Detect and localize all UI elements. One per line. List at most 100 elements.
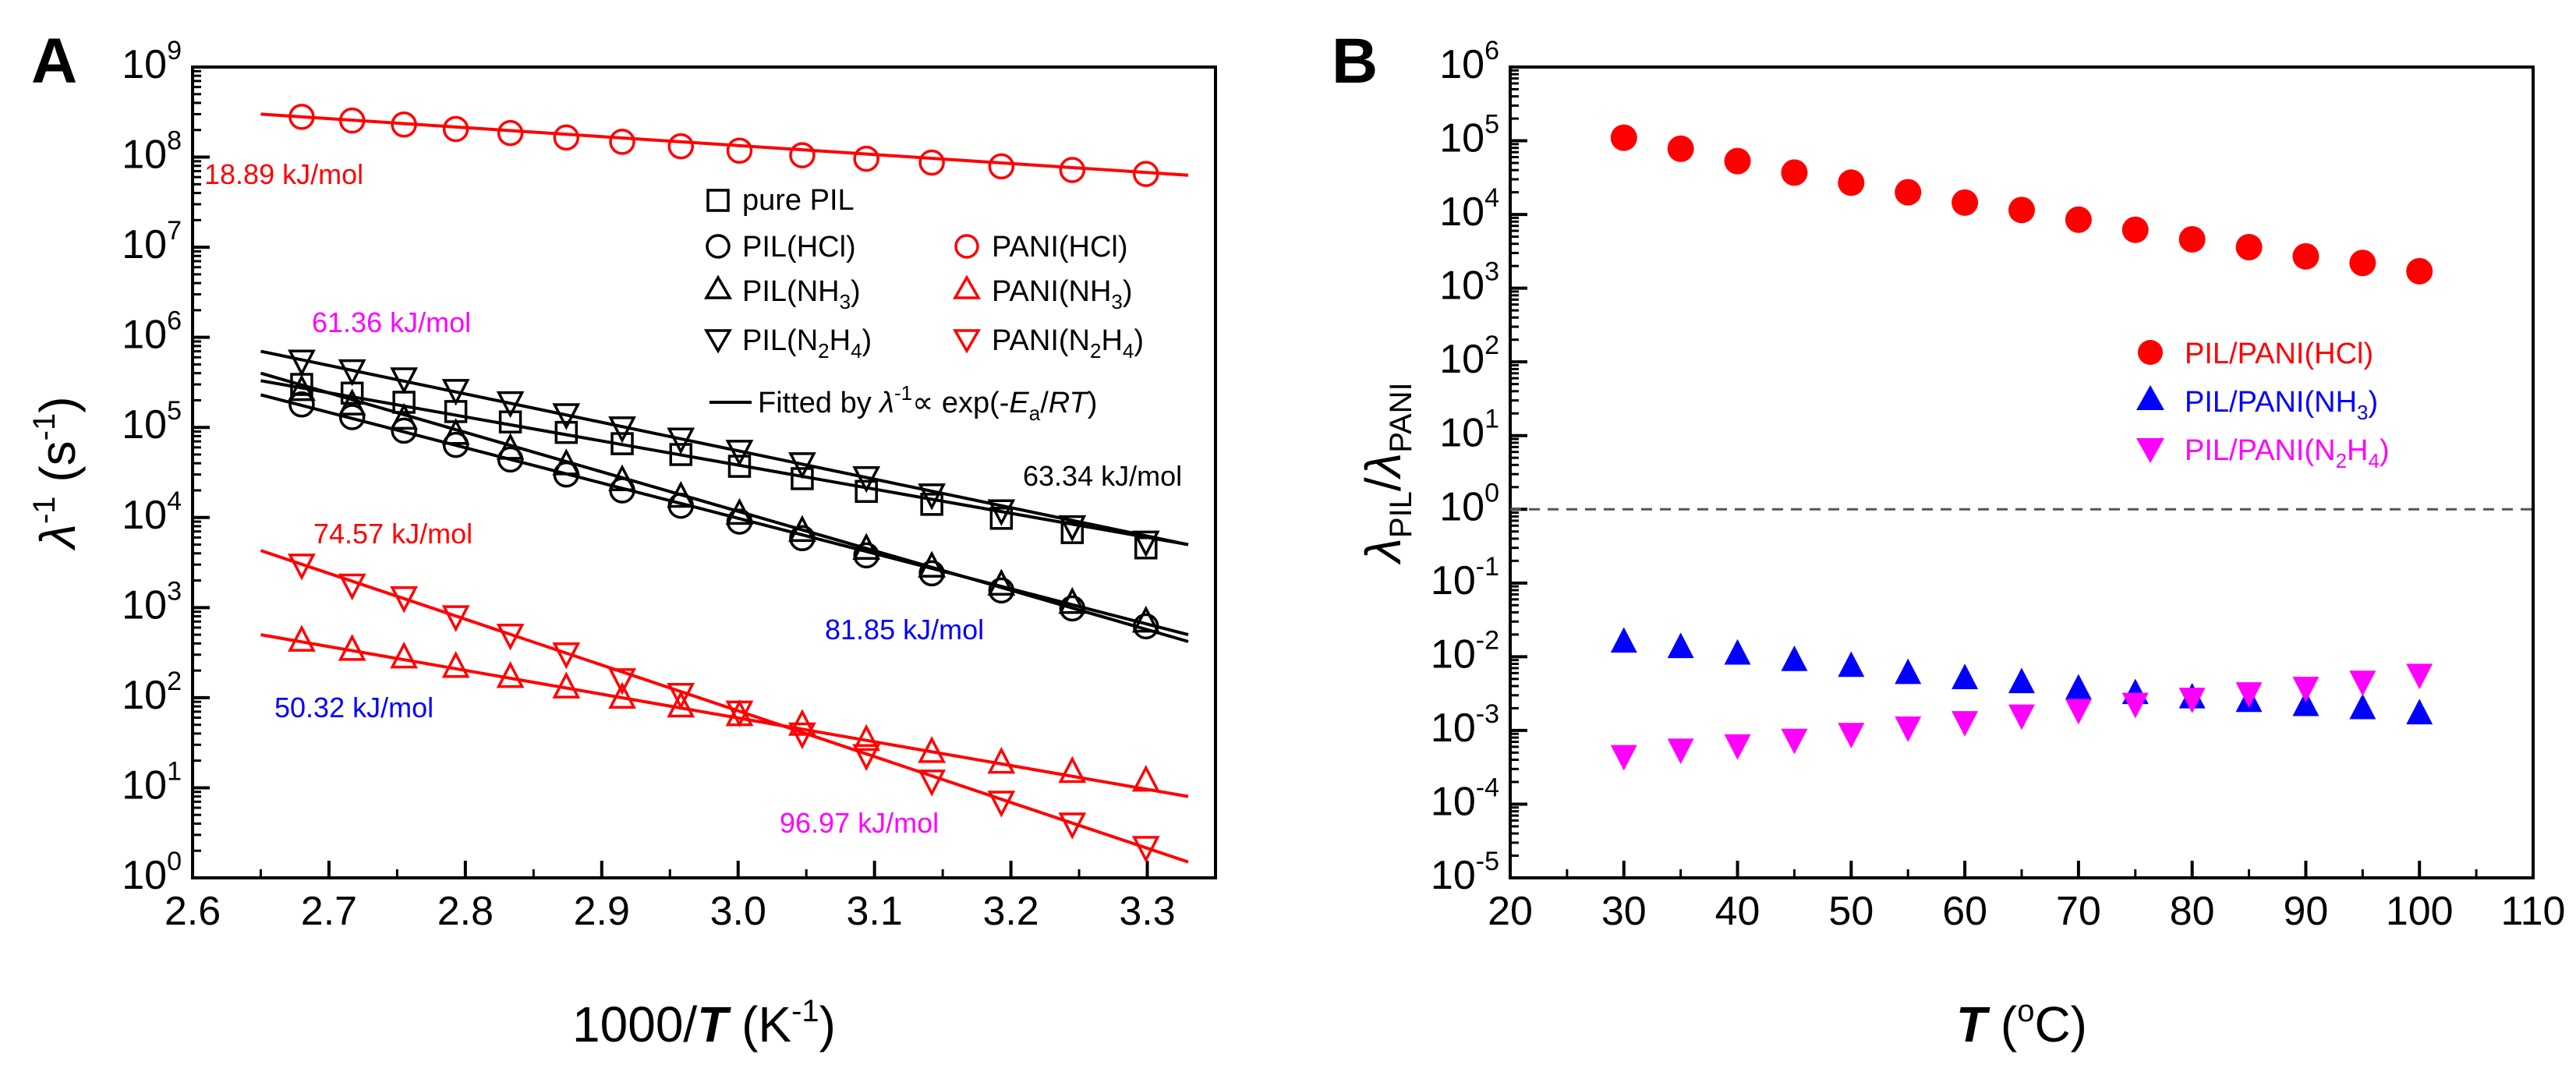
legend-triangle-down-marker xyxy=(952,329,982,354)
data-point xyxy=(1895,179,1922,206)
data-point xyxy=(727,455,752,478)
data-point xyxy=(1724,734,1751,760)
x-axis-label-a: 1000/T (K-1) xyxy=(572,994,836,1052)
data-point xyxy=(1058,812,1087,840)
fit-line xyxy=(260,112,1189,177)
legend-triangle-down-marker xyxy=(703,329,733,354)
legend-a-item-pani-nh3: PANI(NH3) xyxy=(952,274,1133,313)
data-point xyxy=(608,464,636,491)
legend-a-label: pure PIL xyxy=(742,184,855,217)
data-point xyxy=(496,433,525,460)
y-tick-label: 101 xyxy=(122,756,182,808)
y-axis-label-b: λPIL/λPANI xyxy=(1355,382,1418,564)
data-point xyxy=(918,149,945,176)
data-point xyxy=(390,367,419,394)
markers-a xyxy=(288,104,1160,863)
data-point xyxy=(2292,690,2319,716)
axes-a: 2.6 2.7 2.8 2.9 3.0 3.1 3.2 3.3 100 101 102 103 104 1… xyxy=(122,36,1217,934)
data-point xyxy=(988,153,1015,180)
data-point xyxy=(989,507,1014,530)
data-point xyxy=(918,736,947,763)
x-tick-label: 110 xyxy=(2501,889,2566,934)
data-point xyxy=(853,145,879,172)
data-point xyxy=(1781,159,1808,186)
data-point xyxy=(338,404,366,430)
data-point xyxy=(918,769,947,797)
data-point xyxy=(725,497,754,525)
data-point xyxy=(1131,530,1160,557)
data-point xyxy=(1610,745,1637,771)
annotation-ea-pani-n2h4: 96.97 kJ/mol xyxy=(780,807,939,839)
data-point xyxy=(1133,161,1159,187)
data-point xyxy=(2008,667,2035,694)
legend-b-item-n2h4: PIL/PANI(N2H4) xyxy=(2136,434,2390,472)
data-point xyxy=(553,124,580,151)
axes-b: 20 30 40 50 60 70 80 90 100 110 10-5 10-4 10-3 10-2 10… xyxy=(1431,36,2566,934)
plot-frame-a xyxy=(191,65,1217,879)
data-point xyxy=(788,515,816,543)
data-point xyxy=(988,577,1015,604)
data-point xyxy=(441,379,470,406)
legend-filled-circle-marker xyxy=(2138,340,2163,365)
data-point xyxy=(608,668,636,695)
panel-label-a: A xyxy=(31,26,77,97)
data-point xyxy=(2349,670,2376,696)
x-tick-label: 20 xyxy=(1488,889,1533,934)
data-point xyxy=(390,586,419,614)
legend-a-label: PIL(NH3) xyxy=(742,275,861,313)
data-point xyxy=(608,416,636,444)
data-point xyxy=(788,722,816,750)
x-tick-label: 30 xyxy=(1601,889,1647,934)
data-point xyxy=(288,104,315,130)
fit-line xyxy=(260,371,1189,643)
data-point xyxy=(788,452,816,479)
legend-a-item-fit: Fitted by λ-1∝ exp(-Ea/RT) xyxy=(709,381,1097,425)
y-tick-label: 102 xyxy=(1439,331,1499,382)
data-point xyxy=(552,403,581,430)
y-tick-label: 105 xyxy=(122,396,182,448)
data-point xyxy=(1131,764,1160,792)
data-point xyxy=(1724,147,1751,175)
x-tick-label: 3.1 xyxy=(847,889,903,934)
y-tick-label: 106 xyxy=(122,306,182,358)
data-point xyxy=(2406,257,2433,285)
x-tick-label: 2.8 xyxy=(437,889,494,934)
x-tick-label: 90 xyxy=(2284,889,2329,934)
data-point xyxy=(1131,836,1160,863)
data-point xyxy=(441,418,470,445)
x-tick-label: 60 xyxy=(1942,889,1987,934)
annotation-ea-pani-hcl: 18.89 kJ/mol xyxy=(204,158,363,190)
y-tick-label: 103 xyxy=(1439,257,1499,309)
legend-a-item-pil-nh3: PIL(NH3) xyxy=(703,274,861,313)
x-tick-label: 50 xyxy=(1828,889,1874,934)
y-tick-label: 108 xyxy=(122,126,182,178)
data-point xyxy=(1951,189,1979,216)
data-point xyxy=(552,642,581,670)
data-point xyxy=(1838,723,1865,748)
data-point xyxy=(1667,135,1694,162)
data-point xyxy=(855,479,878,504)
legend-b-label: PIL/PANI(NH3) xyxy=(2185,386,2378,424)
y-tick-label: 104 xyxy=(1439,183,1499,235)
data-point xyxy=(441,651,470,678)
data-point xyxy=(1895,716,1922,742)
data-point xyxy=(1838,651,1865,677)
legend-b-item-hcl: PIL/PANI(HCl) xyxy=(2138,338,2373,370)
data-point xyxy=(288,624,316,652)
data-point xyxy=(2406,663,2433,690)
annotation-ea-pil-hcl: 74.57 kJ/mol xyxy=(313,518,472,550)
y-tick-label: 103 xyxy=(122,576,182,628)
data-point xyxy=(288,391,315,418)
data-point xyxy=(791,467,814,490)
data-point xyxy=(852,744,881,771)
x-tick-label: 3.3 xyxy=(1119,889,1175,934)
data-point xyxy=(852,532,881,560)
legend-a-label: PANI(N2H4) xyxy=(992,324,1144,363)
data-point xyxy=(987,499,1016,526)
y-tick-label: 102 xyxy=(122,667,182,718)
x-tick-label: 80 xyxy=(2170,889,2215,934)
data-point xyxy=(391,417,417,444)
data-point xyxy=(2121,692,2149,719)
legend-b-label: PIL/PANI(HCl) xyxy=(2185,338,2373,370)
data-point xyxy=(1133,613,1159,640)
